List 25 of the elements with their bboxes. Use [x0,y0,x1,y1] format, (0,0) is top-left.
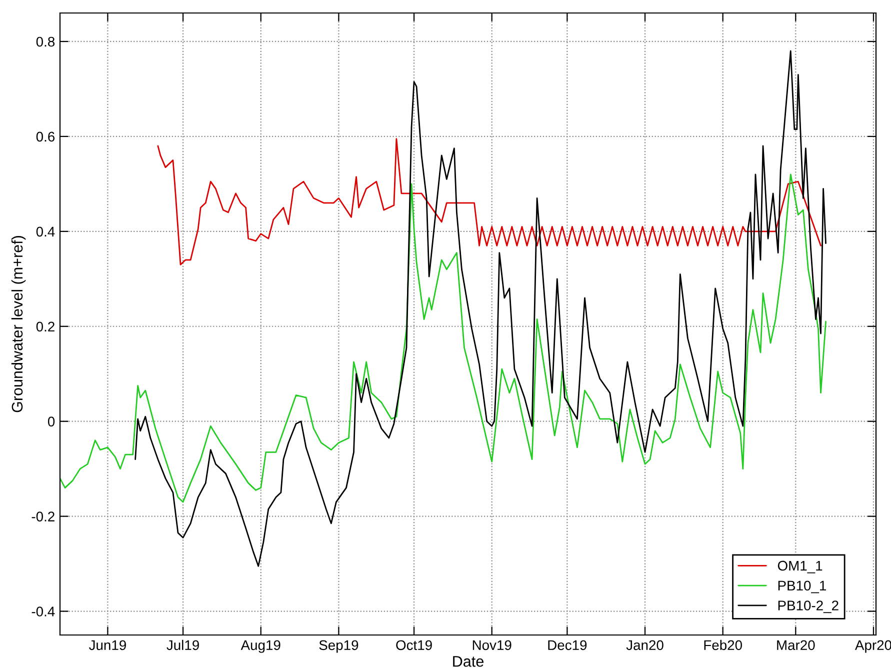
line-series [157,138,822,266]
x-axis-title: Date [453,656,484,667]
legend-label: PB10-2_2 [778,600,838,614]
legend-label: OM1_1 [778,560,822,574]
x-tick-label: Apr20 [854,640,891,653]
x-tick-label: Nov19 [472,640,512,650]
y-tick-label: -0.2 [32,512,54,522]
y-tick-label: 0.2 [36,322,54,332]
x-tick-label: Dec19 [548,640,587,650]
x-tick-label: Jun19 [89,640,126,650]
line-series [60,174,826,503]
y-tick-label: 0.8 [36,36,55,47]
y-tick-label: 0.6 [36,132,55,142]
x-tick-label: Oct19 [396,640,432,650]
y-tick-label: 0 [48,416,55,427]
x-tick-label: Jul19 [166,640,199,650]
x-tick-label: Jan20 [626,640,664,650]
x-tick-label: Aug19 [240,640,280,653]
x-tick-label: Sep19 [319,640,358,653]
y-tick-label: 0.4 [36,226,55,237]
y-axis-title: Groundwater level (m+ref) [11,236,26,412]
y-tick-label: -0.4 [32,606,55,616]
legend-label: PB10_1 [778,580,826,594]
x-tick-label: Feb20 [704,640,742,650]
x-tick-label: Mar20 [777,640,815,650]
